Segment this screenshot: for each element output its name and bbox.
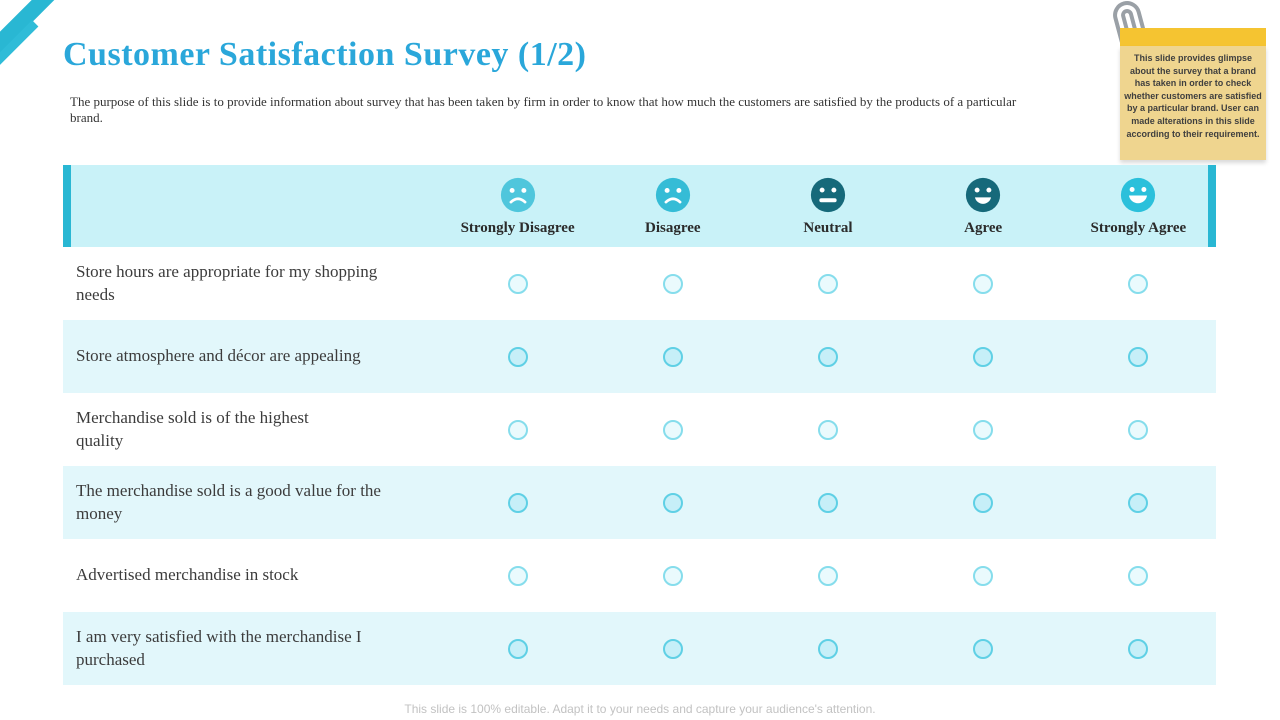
radio-option[interactable]	[1128, 346, 1149, 367]
radio-option[interactable]	[973, 492, 994, 513]
row-label: The merchandise sold is a good value for…	[76, 481, 381, 523]
header-accent-bar-left	[63, 165, 71, 247]
radio-option[interactable]	[817, 492, 838, 513]
disagree-face-icon	[655, 177, 690, 212]
column-label: Neutral	[803, 219, 853, 236]
row-label: Store atmosphere and décor are appealing	[76, 346, 361, 366]
radio-option[interactable]	[662, 419, 683, 440]
neutral-face-icon	[810, 177, 846, 212]
column-label: Strongly Disagree	[460, 219, 575, 236]
row-label: Store hours are appropriate for my shopp…	[76, 262, 378, 304]
radio-option[interactable]	[1128, 273, 1149, 294]
page-title: Customer Satisfaction Survey (1/2)	[63, 36, 587, 73]
radio-option[interactable]	[507, 346, 528, 367]
column-label: Disagree	[645, 219, 701, 236]
survey-row: Merchandise sold is of the highest quali…	[63, 393, 1216, 466]
survey-row: Advertised merchandise in stock	[63, 539, 1216, 612]
radio-option[interactable]	[1128, 638, 1149, 659]
radio-option[interactable]	[1128, 492, 1149, 513]
column-header-neutral: Neutral	[750, 165, 905, 247]
sticky-note-body	[1120, 46, 1266, 160]
agree-face-icon	[966, 177, 1001, 212]
row-label: I am very satisfied with the merchandise…	[76, 627, 362, 669]
radio-option[interactable]	[662, 492, 683, 513]
radio-option[interactable]	[507, 565, 528, 586]
column-label: Agree	[964, 219, 1003, 236]
row-label: Merchandise sold is of the highest quali…	[76, 408, 309, 450]
radio-option[interactable]	[507, 273, 528, 294]
sticky-note-text: This slide provides glimpse about the su…	[1124, 53, 1262, 139]
slide-subtitle: The purpose of this slide is to provide …	[70, 94, 1017, 125]
survey-row: I am very satisfied with the merchandise…	[63, 612, 1216, 685]
radio-option[interactable]	[507, 492, 528, 513]
radio-option[interactable]	[817, 565, 838, 586]
radio-option[interactable]	[973, 638, 994, 659]
radio-option[interactable]	[1128, 419, 1149, 440]
radio-option[interactable]	[817, 419, 838, 440]
radio-option[interactable]	[973, 273, 994, 294]
footer-note: This slide is 100% editable. Adapt it to…	[404, 702, 876, 716]
radio-option[interactable]	[973, 419, 994, 440]
row-label: Advertised merchandise in stock	[76, 565, 299, 585]
radio-option[interactable]	[662, 346, 683, 367]
header-accent-bar-right	[1208, 165, 1216, 247]
sticky-note: This slide provides glimpse about the su…	[1113, 1, 1266, 160]
column-header-disagree: Disagree	[595, 165, 750, 247]
radio-option[interactable]	[1128, 565, 1149, 586]
radio-option[interactable]	[507, 419, 528, 440]
column-header-strongly-agree: Strongly Agree	[1061, 165, 1216, 247]
survey-row: Store atmosphere and décor are appealing	[63, 320, 1216, 393]
radio-option[interactable]	[973, 565, 994, 586]
radio-option[interactable]	[973, 346, 994, 367]
survey-header: Strongly Disagree Disagree Neutral	[63, 165, 1216, 247]
radio-option[interactable]	[817, 273, 838, 294]
column-label: Strongly Agree	[1090, 219, 1187, 236]
column-header-agree: Agree	[906, 165, 1061, 247]
survey-row: Store hours are appropriate for my shopp…	[63, 247, 1216, 320]
survey-row: The merchandise sold is a good value for…	[63, 466, 1216, 539]
radio-option[interactable]	[662, 638, 683, 659]
survey-table: Strongly Disagree Disagree Neutral	[63, 165, 1216, 685]
radio-option[interactable]	[662, 565, 683, 586]
sticky-note-header	[1120, 28, 1266, 46]
strongly-disagree-face-icon	[500, 177, 535, 212]
radio-option[interactable]	[507, 638, 528, 659]
radio-option[interactable]	[662, 273, 683, 294]
radio-option[interactable]	[817, 638, 838, 659]
strongly-agree-face-icon	[1121, 177, 1156, 212]
radio-option[interactable]	[817, 346, 838, 367]
column-header-strongly-disagree: Strongly Disagree	[440, 165, 595, 247]
